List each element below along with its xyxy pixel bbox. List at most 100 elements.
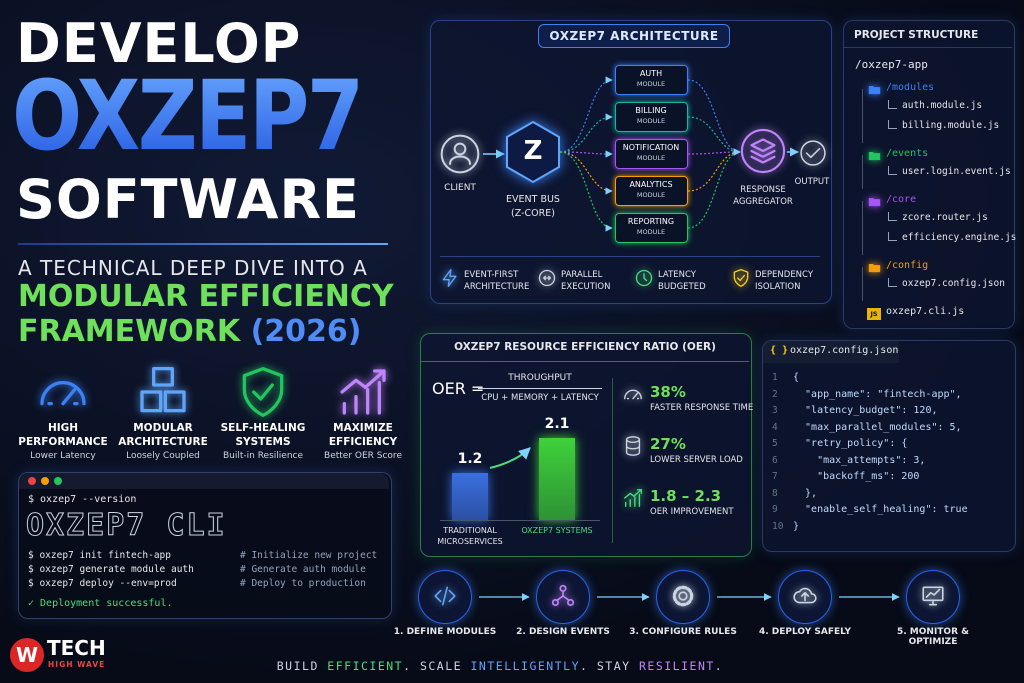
stat-label: FASTER RESPONSE TIME: [650, 403, 754, 413]
stat-icon: [624, 389, 642, 400]
stat-value: 38%: [650, 383, 686, 401]
cli-command: $ oxzep7 init fintech-app: [28, 550, 171, 561]
arch-feature-label: PARALLEL EXECUTION: [561, 270, 611, 292]
icon-part: [672, 585, 694, 607]
hero-subtitle: A TECHNICAL DEEP DIVE INTO A: [18, 256, 368, 280]
cli-success: ✓ Deployment successful.: [28, 598, 173, 609]
arch-feature-icon: [733, 269, 749, 287]
icon-part: [733, 269, 749, 287]
line-number: 3: [772, 405, 778, 416]
footer: BUILD EFFICIENT. SCALE INTELLIGENTLY. ST…: [0, 659, 1000, 673]
oer-fraction-line: [478, 388, 602, 389]
hero-line1: DEVELOP: [16, 12, 302, 75]
folder-icon: [868, 197, 881, 207]
module-name: REPORTING: [627, 217, 675, 226]
output-label: OUTPUT: [794, 177, 830, 187]
arch-feature-label: LATENCY BUDGETED: [658, 270, 706, 292]
stat-label: LOWER SERVER LOAD: [650, 455, 743, 465]
icon-part: [800, 140, 826, 166]
feature-subtitle: Better OER Score: [324, 451, 402, 461]
hero-divider: [18, 243, 388, 245]
icon-part: [750, 138, 776, 153]
cli-comment: # Initialize new project: [240, 550, 378, 561]
module-box: [615, 65, 688, 95]
config-tab: [763, 341, 899, 363]
module-sub: MODULE: [636, 191, 666, 199]
step-label: 4. DEPLOY SAFELY: [758, 627, 852, 637]
aggregator-icon: [740, 128, 786, 174]
tree-line: [862, 267, 863, 301]
icon-part: [163, 390, 186, 413]
footer-part: RESILIENT: [638, 659, 715, 673]
chart-baseline: [440, 520, 600, 521]
icon-part: [624, 389, 642, 400]
icon-part: [632, 392, 639, 400]
hero-highlight2-row: FRAMEWORK (2026): [18, 314, 361, 349]
step-label: 2. DESIGN EVENTS: [516, 627, 610, 637]
icon-part: [242, 367, 284, 417]
tree-line: [862, 89, 863, 143]
oer-title-rule: [421, 361, 749, 362]
project-root: /oxzep7-app: [855, 58, 928, 71]
oer-divider: [612, 378, 613, 543]
code-line: "backoff_ms": 200: [793, 471, 920, 482]
feature-icon: [40, 381, 86, 406]
footer-part: EFFICIENT: [327, 659, 404, 673]
tree-branch: [888, 232, 897, 241]
tree-line: [862, 201, 863, 255]
project-structure-panel: [843, 20, 1015, 329]
window-dot: [54, 477, 62, 485]
step-label: 3. CONFIGURE RULES: [629, 627, 737, 637]
icon-part: [793, 587, 817, 604]
icon-part: [342, 381, 381, 415]
module-box: [615, 176, 688, 206]
aggregator-connector: [687, 148, 741, 229]
bus-connector: [559, 151, 613, 195]
event-bus-icon: Z: [523, 136, 543, 166]
arch-feature-icon: [538, 269, 556, 287]
icon-part: [538, 269, 556, 287]
cli-command: $ oxzep7 deploy --env=prod: [28, 578, 177, 589]
code-line: "max_parallel_modules": 5,: [793, 421, 962, 433]
config-filename: oxzep7.config.json: [790, 345, 899, 356]
icon-part: [152, 367, 174, 387]
hero-year: (2026): [250, 314, 362, 349]
feature-icon: [242, 367, 284, 417]
root-file: oxzep7.cli.js: [886, 306, 965, 317]
code-line: {: [793, 372, 800, 383]
tree-line: [862, 155, 863, 189]
folder-icon: [868, 263, 881, 273]
bar-category-label: OXZEP7 SYSTEMS: [521, 526, 593, 535]
tree-branch: [888, 100, 897, 109]
window-dot: [28, 477, 36, 485]
file-name: auth.module.js: [902, 100, 983, 111]
feature-icon: [340, 369, 386, 415]
icon-part: [643, 273, 648, 282]
icon-part: [373, 369, 386, 382]
hero-highlight2: FRAMEWORK: [18, 314, 241, 349]
stat-value: 27%: [650, 435, 686, 453]
tree-branch: [888, 120, 897, 129]
step-icon: [672, 585, 694, 607]
bar-value-label: 1.2: [457, 451, 483, 468]
footer-part: BUILD: [276, 659, 328, 673]
footer-part: INTELLIGENTLY: [470, 659, 581, 673]
brand-tagline: HIGH WAVE: [48, 660, 106, 669]
bus-connector: [559, 76, 613, 153]
icon-part: [678, 591, 688, 601]
client-label: CLIENT: [444, 183, 476, 193]
icon-part: [340, 369, 386, 394]
code-line: "max_attempts": 3,: [793, 454, 926, 466]
hero-line2: OXZEP7: [12, 60, 364, 172]
hero-highlight1: MODULAR EFFICIENCY: [18, 279, 394, 314]
icon-part: [449, 155, 471, 165]
code-line: "enable_self_healing": true: [793, 504, 968, 515]
stat-icon: [624, 489, 642, 507]
file-name: billing.module.js: [902, 120, 1000, 131]
output-icon: [800, 140, 826, 166]
line-number: 5: [772, 438, 778, 449]
aggregator-connector: [687, 148, 741, 192]
feature-subtitle: Built-in Resilience: [222, 451, 304, 461]
icon-part: [805, 147, 821, 159]
feature-title: SELF-HEALING SYSTEMS: [220, 422, 306, 448]
